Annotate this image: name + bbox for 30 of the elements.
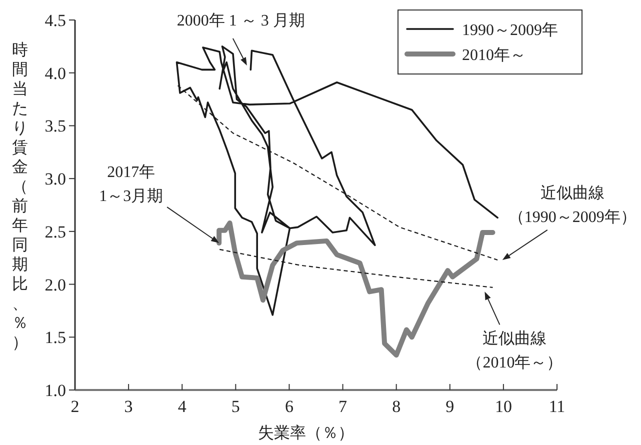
x-tick-label: 10 xyxy=(494,397,512,416)
y-tick-label: 3.0 xyxy=(44,170,66,189)
annotation: 2000年 1 ～ 3 月期 xyxy=(176,11,305,30)
legend-label: 1990～2009年 xyxy=(462,22,558,39)
x-tick-label: 3 xyxy=(124,397,133,416)
y-tick-label: 4.0 xyxy=(44,64,66,83)
x-tick-label: 6 xyxy=(284,397,294,416)
legend-label: 2010年～ xyxy=(462,47,526,64)
annotation: 近似曲線（2010年～） xyxy=(466,330,563,372)
annotation: 近似曲線（2010年～） xyxy=(466,292,563,372)
annotation: 近似曲線（1990～2009年） xyxy=(508,184,636,226)
y-tick-label: 2.5 xyxy=(44,222,66,242)
x-axis-title: 失業率（％） xyxy=(258,424,354,442)
annotation: 2017年1～3月期 xyxy=(99,164,220,244)
x-tick-label: 9 xyxy=(446,397,454,416)
y-tick-label: 1.0 xyxy=(44,381,66,400)
y-tick-label: 3.5 xyxy=(44,116,66,136)
x-tick-label: 4 xyxy=(178,397,187,416)
y-axis-title: 時間当たり賃金（前年同期比、％） xyxy=(12,42,28,352)
y-tick-label: 4.5 xyxy=(44,11,66,30)
y-tick-label: 1.5 xyxy=(44,328,66,348)
x-tick-label: 8 xyxy=(392,397,401,416)
annotation: 2017年1～3月期 xyxy=(99,164,164,206)
x-tick-label: 11 xyxy=(548,397,566,416)
x-tick-label: 2 xyxy=(70,397,80,416)
annotation: 近似曲線（1990～2009年） xyxy=(502,184,636,260)
x-tick-label: 7 xyxy=(338,397,348,416)
x-tick-label: 5 xyxy=(231,397,240,416)
y-tick-label: 2.0 xyxy=(44,275,66,294)
annotation: 2000年 1 ～ 3 月期 xyxy=(176,12,305,66)
